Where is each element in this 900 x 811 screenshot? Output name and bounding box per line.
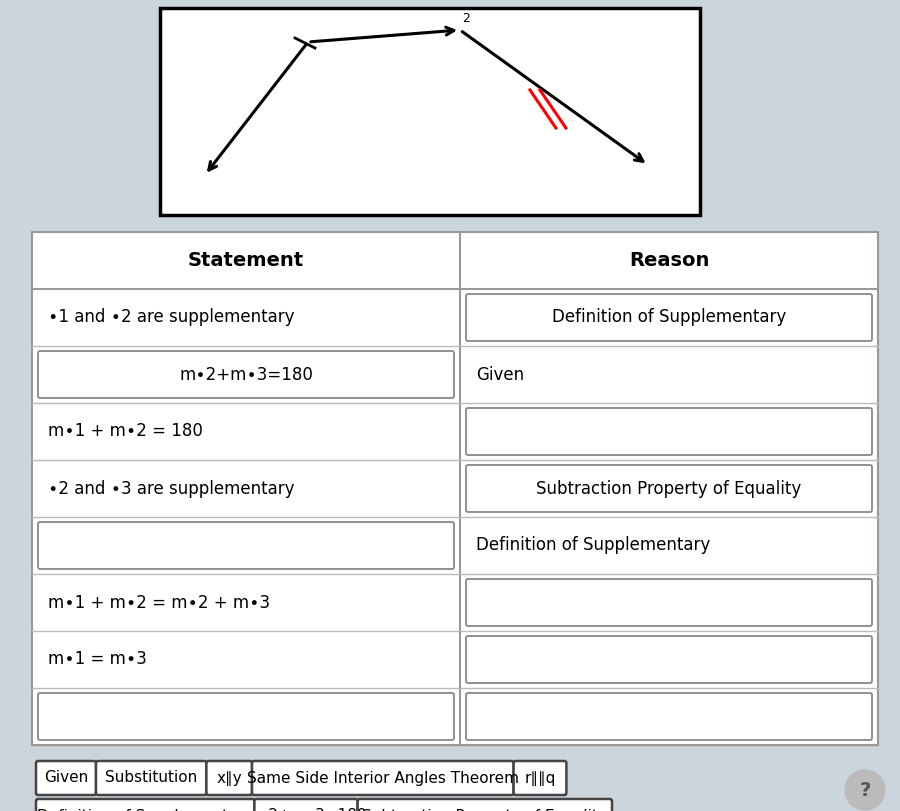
FancyBboxPatch shape: [466, 294, 872, 341]
FancyBboxPatch shape: [466, 579, 872, 626]
FancyBboxPatch shape: [36, 761, 96, 795]
Text: Same Side Interior Angles Theorem: Same Side Interior Angles Theorem: [247, 770, 518, 786]
Circle shape: [845, 770, 885, 810]
FancyBboxPatch shape: [357, 799, 612, 811]
Text: Definition of Supplementary: Definition of Supplementary: [476, 537, 710, 555]
Text: m∙2+m∙3=180: m∙2+m∙3=180: [179, 366, 313, 384]
FancyBboxPatch shape: [466, 408, 872, 455]
Text: Statement: Statement: [188, 251, 304, 270]
Text: Subtraction Property of Equality: Subtraction Property of Equality: [536, 479, 802, 497]
FancyBboxPatch shape: [96, 761, 206, 795]
Text: ∙1 and ∙2 are supplementary: ∙1 and ∙2 are supplementary: [48, 308, 294, 327]
Text: x∥y: x∥y: [216, 770, 242, 786]
FancyBboxPatch shape: [514, 761, 566, 795]
FancyBboxPatch shape: [252, 761, 514, 795]
FancyBboxPatch shape: [466, 465, 872, 512]
Text: Given: Given: [44, 770, 88, 786]
Text: Subtraction Property of Equality: Subtraction Property of Equality: [363, 809, 608, 811]
FancyBboxPatch shape: [206, 761, 252, 795]
Text: ∙2 and ∙3 are supplementary: ∙2 and ∙3 are supplementary: [48, 479, 294, 497]
Text: m∙1 = m∙3: m∙1 = m∙3: [48, 650, 147, 668]
Text: m∙1 + m∙2 = 180: m∙1 + m∙2 = 180: [48, 423, 202, 440]
Text: Substitution: Substitution: [105, 770, 197, 786]
FancyBboxPatch shape: [38, 351, 454, 398]
FancyBboxPatch shape: [38, 693, 454, 740]
Text: Reason: Reason: [629, 251, 709, 270]
Text: 2: 2: [462, 12, 470, 25]
FancyBboxPatch shape: [466, 636, 872, 683]
FancyBboxPatch shape: [36, 799, 255, 811]
Text: Definition of Supplementary: Definition of Supplementary: [37, 809, 253, 811]
FancyBboxPatch shape: [32, 232, 878, 745]
FancyBboxPatch shape: [38, 522, 454, 569]
FancyBboxPatch shape: [160, 8, 700, 215]
Text: m∙1 + m∙2 = m∙2 + m∙3: m∙1 + m∙2 = m∙2 + m∙3: [48, 594, 270, 611]
Text: m∙2+m∙3=180: m∙2+m∙3=180: [245, 809, 367, 811]
Text: r∥∥q: r∥∥q: [525, 770, 555, 786]
FancyBboxPatch shape: [255, 799, 357, 811]
Text: Given: Given: [476, 366, 524, 384]
FancyBboxPatch shape: [466, 693, 872, 740]
Text: Definition of Supplementary: Definition of Supplementary: [552, 308, 786, 327]
Text: ?: ?: [860, 780, 870, 800]
